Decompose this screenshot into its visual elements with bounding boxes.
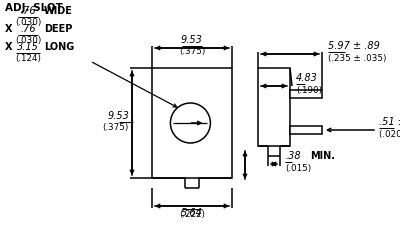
Text: LONG: LONG (44, 42, 74, 52)
Text: DEEP: DEEP (44, 24, 72, 34)
Text: .76: .76 (20, 24, 36, 34)
Text: (.375): (.375) (179, 47, 205, 56)
Text: (.020 ± .002): (.020 ± .002) (379, 130, 400, 139)
Text: X: X (5, 24, 12, 34)
Text: 5.64: 5.64 (181, 208, 203, 218)
Text: (.030): (.030) (15, 18, 41, 27)
Text: (.030): (.030) (15, 36, 41, 45)
Text: 9.53: 9.53 (107, 111, 129, 121)
Text: ADJ. SLOT: ADJ. SLOT (5, 3, 63, 13)
Text: .38: .38 (285, 151, 301, 161)
Text: X: X (5, 42, 12, 52)
Text: (.124): (.124) (15, 54, 41, 63)
Text: MIN.: MIN. (310, 151, 335, 161)
Bar (290, 126, 322, 134)
Text: .51 ± .05: .51 ± .05 (379, 117, 400, 127)
Text: .76: .76 (20, 6, 36, 16)
Text: 5.97 ± .89: 5.97 ± .89 (328, 41, 380, 51)
Text: (.235 ± .035): (.235 ± .035) (328, 54, 386, 63)
Bar (152, 68, 232, 178)
Text: (.222): (.222) (179, 210, 205, 219)
Text: (.190): (.190) (296, 86, 322, 95)
Text: 9.53: 9.53 (181, 35, 203, 45)
Text: (.015): (.015) (285, 164, 311, 173)
Bar (290, 90, 322, 98)
Text: WIDE: WIDE (44, 6, 73, 16)
Text: 3.15: 3.15 (17, 42, 39, 52)
Bar (258, 68, 290, 146)
Text: 4.83: 4.83 (296, 73, 318, 83)
Text: (.375): (.375) (103, 123, 129, 132)
